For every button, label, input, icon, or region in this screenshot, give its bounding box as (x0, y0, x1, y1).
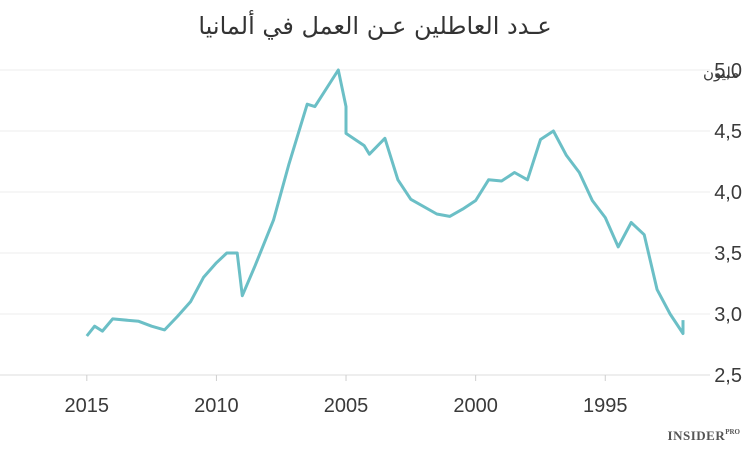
x-tick-label: 1995 (583, 395, 628, 417)
y-tick-label: 4,5 (714, 121, 742, 143)
y-tick-label: 4,0 (714, 182, 742, 204)
y-unit-label: مليون (703, 64, 739, 82)
x-tick-label: 2015 (65, 395, 110, 417)
x-tick-label: 2000 (453, 395, 498, 417)
chart-title: عـدد العاطلين عـن العمل في ألمانيا (198, 12, 552, 40)
x-tick-label: 2010 (194, 395, 239, 417)
series-line (85, 68, 685, 337)
y-tick-label: 5,0 (714, 60, 742, 82)
brand-suffix: PRO (725, 428, 740, 436)
y-tick-label: 3,5 (714, 243, 742, 265)
x-tick-label: 2005 (324, 395, 369, 417)
brand-name: INSIDER (667, 428, 726, 443)
y-tick-label: 3,0 (714, 304, 742, 326)
brand-logo: INSIDERPRO (668, 428, 740, 444)
y-tick-label: 2,5 (714, 365, 742, 387)
